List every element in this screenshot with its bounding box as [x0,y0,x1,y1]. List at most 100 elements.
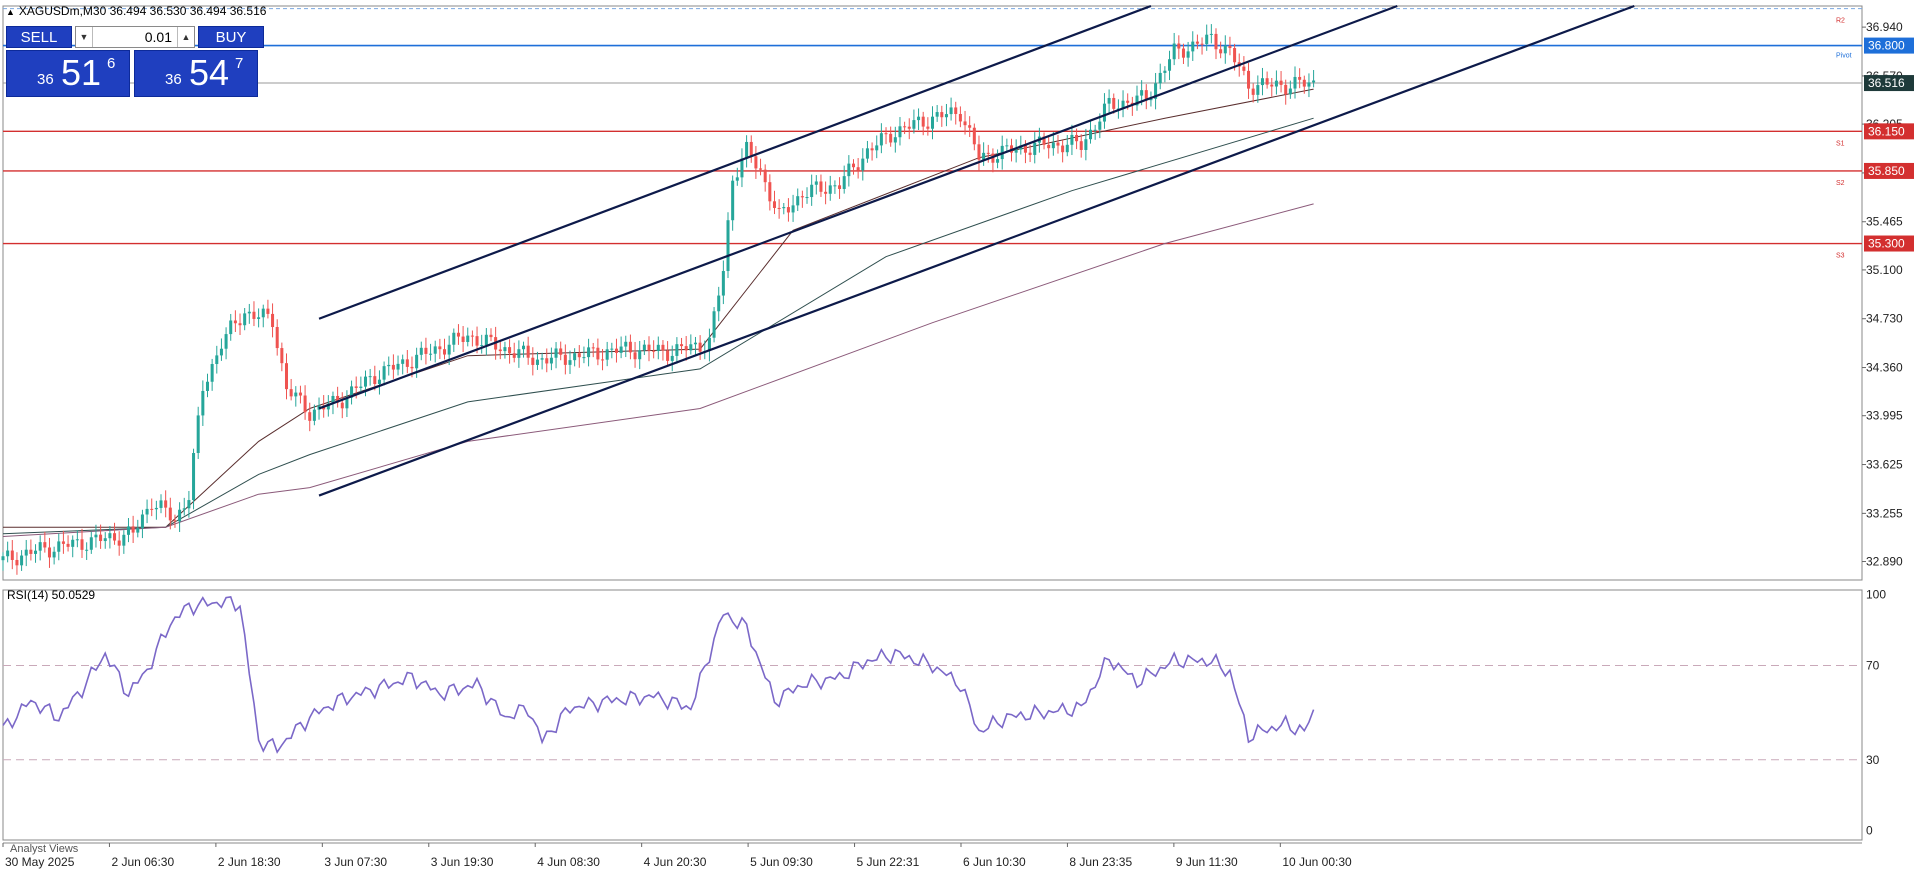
candle-body [559,348,563,355]
buy-button[interactable]: BUY [198,26,264,48]
candle-body [670,355,674,361]
time-tick-label: 4 Jun 20:30 [644,855,707,869]
axes: 36.94036.57036.20535.83535.46535.10034.7… [2,20,1914,869]
one-click-trading-panel: SELL ▼ 0.01 ▲ BUY 36 51 6 36 54 7 [6,26,264,97]
candle-body [1051,142,1055,149]
analyst-views-tab[interactable]: Analyst Views [10,843,79,855]
ask-price-button[interactable]: 36 54 7 [134,50,258,97]
candle-body [247,311,251,314]
candle-body [136,528,140,533]
time-tick-label: 5 Jun 09:30 [750,855,813,869]
candle-body [1084,139,1088,150]
candle-body [266,308,270,314]
candle-body [103,538,107,542]
sell-button[interactable]: SELL [6,26,72,48]
rsi-tick-label: 30 [1866,753,1880,767]
rsi-panel [2,596,1862,761]
candle-body [875,145,879,151]
candle-body [1168,59,1172,71]
candle-body [819,181,823,192]
candle-body [707,337,711,352]
candle-body [1186,51,1190,58]
candle-body [359,386,363,388]
candle-body [628,341,632,353]
candle-body [1293,76,1297,89]
candle-body [884,133,888,135]
lot-decrease-icon[interactable]: ▼ [76,27,93,47]
candle-body [294,392,298,397]
candle-body [326,403,330,410]
candle-body [526,345,530,358]
candle-body [126,526,130,535]
candle-body [20,555,24,566]
candle-body [173,520,177,522]
price-tick-label: 34.360 [1866,361,1903,375]
lot-size-value[interactable]: 0.01 [144,29,172,45]
bid-price-prefix: 36 [37,71,54,88]
level-price-tag [1864,162,1914,179]
collapse-arrow-icon[interactable]: ▲ [6,7,15,17]
trend-channel-line [318,4,1152,320]
candle-body [168,507,172,521]
candle-body [582,357,586,359]
candle-body [1061,145,1065,153]
candle-body [363,376,368,387]
candle-body [419,347,423,355]
candle-body [38,542,42,551]
candle-body [1093,129,1097,131]
candle-body [1251,88,1255,95]
candle-body [1089,129,1093,140]
candle-body [71,539,75,547]
candle-body [735,177,739,181]
candle-body [24,549,28,556]
lot-increase-icon[interactable]: ▲ [177,27,194,47]
candle-body [1298,76,1302,80]
candle-body [1154,83,1158,99]
candle-body [1228,45,1232,49]
candle-body [336,395,340,403]
candle-body [387,364,391,367]
candle-body [1005,145,1009,147]
price-tick-label: 36.940 [1866,20,1903,34]
candle-body [373,376,377,384]
candle-body [1247,70,1251,89]
candle-body [131,526,135,533]
candle-body [675,344,679,356]
level-price-label: 36.800 [1868,39,1905,53]
price-panel: R2 Pivot S1 S2 S3 [1,4,1862,575]
candle-body [1070,134,1074,145]
level-name-s3: S3 [1836,253,1845,260]
candle-body [921,116,925,127]
candle-body [480,345,484,347]
candle-body [563,354,567,365]
candle-body [721,271,725,296]
level-price-label: 36.516 [1868,76,1905,90]
candle-body [252,311,256,319]
bid-price-button[interactable]: 36 51 6 [6,50,130,97]
candle-body [1075,134,1079,142]
candle-body [164,500,168,508]
candle-body [261,308,265,318]
candle-body [331,395,335,404]
candle-body [280,348,284,364]
candle-body [1126,100,1130,103]
candle-body [1079,141,1083,150]
candle-body [350,386,354,398]
price-panel-frame [2,5,1863,581]
time-tick-label: 10 Jun 00:30 [1282,855,1352,869]
lot-size-field[interactable]: ▼ 0.01 ▲ [75,26,195,48]
candle-body [1121,100,1125,109]
ohlc-values: 36.494 36.530 36.494 36.516 [109,4,267,18]
rsi-tick-label: 0 [1866,824,1873,838]
time-tick-label: 2 Jun 06:30 [111,855,174,869]
level-price-tag [1864,75,1914,92]
candle-body [870,148,874,151]
candle-body [661,344,665,351]
candle-body [205,381,210,391]
candle-body [940,112,944,118]
candle-body [1047,144,1051,149]
candle-body [140,514,144,529]
candle-body [219,348,223,356]
moving-average-line [2,117,1314,535]
candle-body [954,107,958,114]
